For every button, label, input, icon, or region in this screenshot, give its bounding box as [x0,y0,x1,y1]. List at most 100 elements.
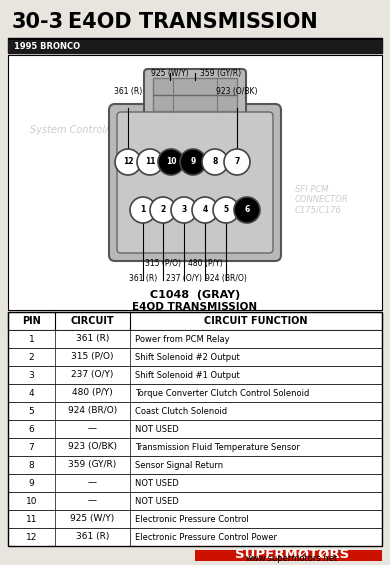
Text: 361 (R): 361 (R) [114,87,142,96]
Bar [8,402,382,420]
Text: —: — [88,479,97,488]
Text: 2: 2 [160,206,166,215]
Text: 924 (BR/O): 924 (BR/O) [205,274,247,283]
Text: 12: 12 [26,532,37,541]
Text: 480 (P/Y): 480 (P/Y) [188,259,222,268]
Bar [8,456,382,474]
Text: 361 (R): 361 (R) [76,334,109,344]
Text: 3: 3 [28,371,34,380]
Text: C1048  (GRAY): C1048 (GRAY) [150,290,240,300]
Text: 8: 8 [28,460,34,470]
Text: 237 (O/Y): 237 (O/Y) [71,371,114,380]
Text: 8: 8 [212,158,218,167]
Circle shape [192,197,218,223]
Text: 30-3: 30-3 [12,12,64,32]
Text: 7: 7 [234,158,240,167]
Text: E4OD TRANSMISSION: E4OD TRANSMISSION [68,12,318,32]
Bar [8,330,382,348]
Text: Electronic Pressure Control: Electronic Pressure Control [135,515,249,524]
Circle shape [234,197,260,223]
Bar [8,55,382,310]
Text: System Control/Connector: System Control/Connector [30,125,159,135]
Bar [8,312,382,546]
Bar [8,492,382,510]
Text: —: — [88,497,97,506]
Circle shape [115,149,141,175]
Text: 924 (BR/O): 924 (BR/O) [68,406,117,415]
Text: CIRCUIT: CIRCUIT [71,316,114,326]
Text: 12: 12 [123,158,133,167]
FancyBboxPatch shape [109,104,281,261]
Text: 7: 7 [28,442,34,451]
Text: PIN: PIN [22,316,41,326]
Text: 4: 4 [29,389,34,398]
Text: 361 (R): 361 (R) [76,532,109,541]
Bar [8,366,382,384]
FancyBboxPatch shape [153,78,237,111]
Bar [8,510,382,528]
Circle shape [130,197,156,223]
Text: 315 (P/O): 315 (P/O) [145,259,181,268]
Circle shape [137,149,163,175]
Text: NOT USED: NOT USED [135,424,179,433]
Text: 10: 10 [26,497,37,506]
Text: Shift Solenoid #1 Output: Shift Solenoid #1 Output [135,371,240,380]
Text: 4: 4 [202,206,207,215]
FancyBboxPatch shape [144,69,246,120]
Text: NOT USED: NOT USED [135,479,179,488]
Text: 237 (O/Y): 237 (O/Y) [166,274,202,283]
Text: E4OD TRANSMISSION: E4OD TRANSMISSION [133,302,257,312]
Text: 3: 3 [181,206,187,215]
Bar [8,528,382,546]
Text: Transmission Fluid Temperature Sensor: Transmission Fluid Temperature Sensor [135,442,300,451]
Bar [8,384,382,402]
Text: www.supermotors.net: www.supermotors.net [246,554,338,563]
Text: 5: 5 [223,206,229,215]
Text: 2: 2 [29,353,34,362]
Circle shape [202,149,228,175]
Bar [8,438,382,456]
Circle shape [150,197,176,223]
Text: 480 (P/Y): 480 (P/Y) [72,389,113,398]
Text: Power from PCM Relay: Power from PCM Relay [135,334,230,344]
Bar [8,38,382,40]
Text: 9: 9 [28,479,34,488]
Text: 315 (P/O): 315 (P/O) [71,353,114,362]
Circle shape [158,149,184,175]
Text: Electronic Pressure Control Power: Electronic Pressure Control Power [135,532,277,541]
Text: 11: 11 [26,515,37,524]
Text: Torque Converter Clutch Control Solenoid: Torque Converter Clutch Control Solenoid [135,389,309,398]
Text: 923 (O/BK): 923 (O/BK) [68,442,117,451]
Text: Sensor Signal Return: Sensor Signal Return [135,460,223,470]
Text: 925 (W/Y): 925 (W/Y) [70,515,115,524]
Text: 359 (GY/R): 359 (GY/R) [200,69,241,78]
Text: SUPERMØTØRS: SUPERMØTØRS [235,547,349,560]
Text: Coast Clutch Solenoid: Coast Clutch Solenoid [135,406,227,415]
FancyBboxPatch shape [117,112,273,253]
Text: CIRCUIT FUNCTION: CIRCUIT FUNCTION [204,316,308,326]
Bar [8,40,382,53]
Circle shape [213,197,239,223]
Text: SFI PCM
CONNECTOR
C175/C176: SFI PCM CONNECTOR C175/C176 [295,185,349,215]
Bar [8,474,382,492]
Circle shape [180,149,206,175]
Text: 1995 BRONCO: 1995 BRONCO [14,42,80,51]
Text: Shift Solenoid #2 Output: Shift Solenoid #2 Output [135,353,240,362]
Text: 359 (GY/R): 359 (GY/R) [68,460,117,470]
Circle shape [224,149,250,175]
Text: 9: 9 [190,158,196,167]
Bar [8,420,382,438]
Text: 11: 11 [145,158,155,167]
Text: NOT USED: NOT USED [135,497,179,506]
Text: 361 (R): 361 (R) [129,274,157,283]
Text: —: — [88,424,97,433]
Text: 6: 6 [245,206,250,215]
Text: 5: 5 [28,406,34,415]
Text: 6: 6 [28,424,34,433]
Text: 10: 10 [166,158,176,167]
Text: 923 (O/BK): 923 (O/BK) [216,87,258,96]
Text: 925 (W/Y): 925 (W/Y) [151,69,189,78]
Bar [8,312,382,330]
Text: 1: 1 [28,334,34,344]
Bar [195,550,382,561]
